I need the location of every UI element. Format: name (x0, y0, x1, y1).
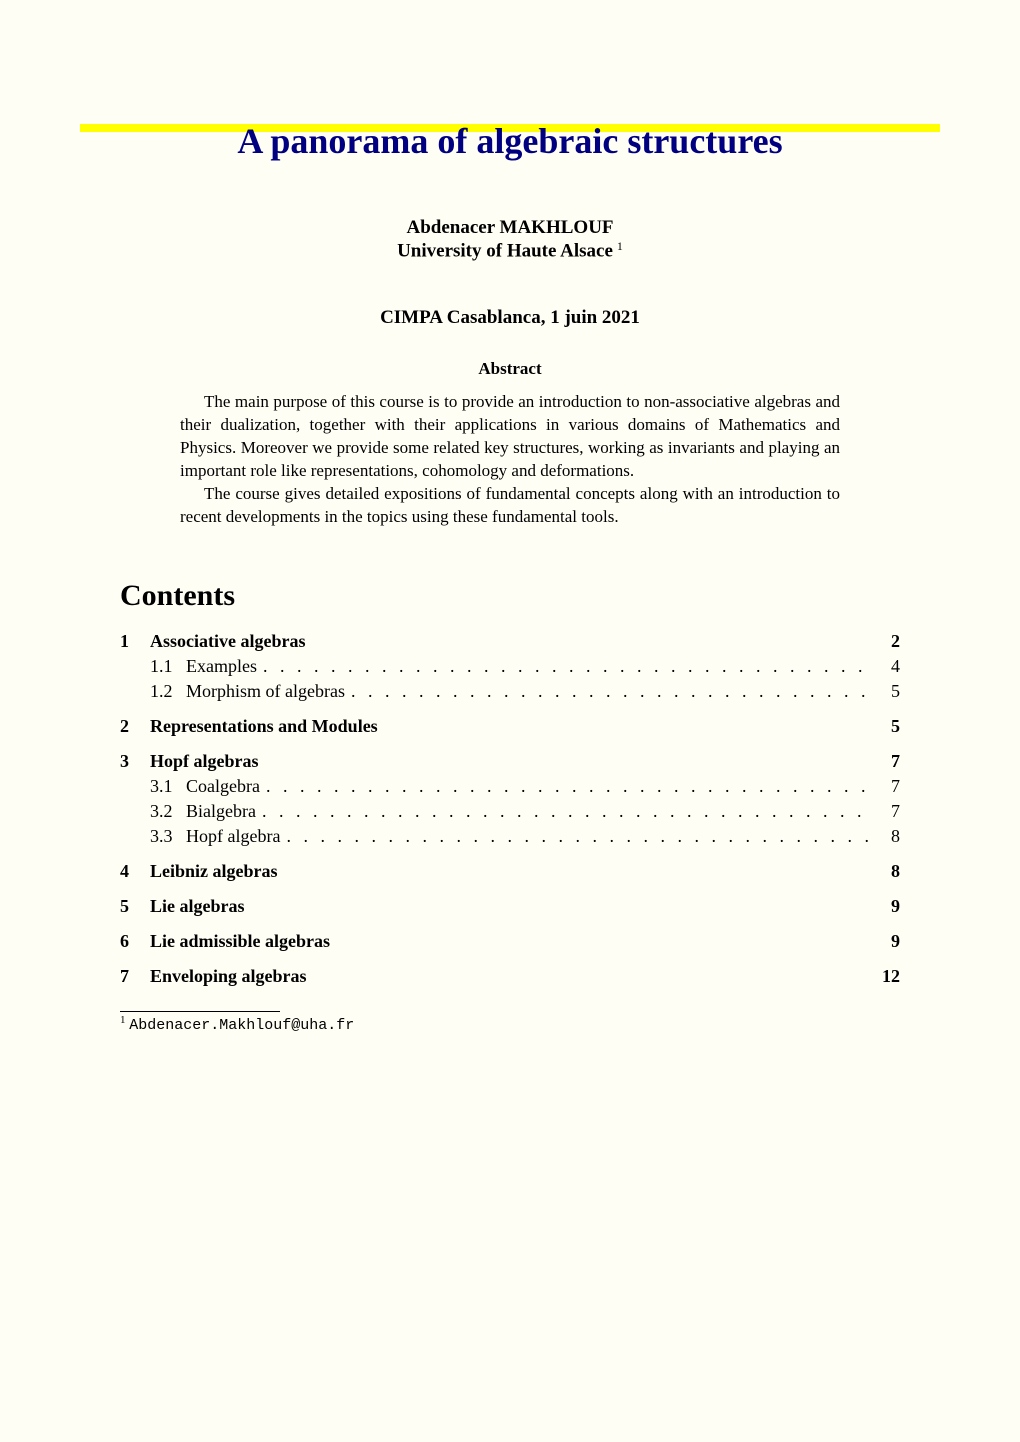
toc-sub-row: 1.1 Examples 4 (120, 656, 900, 677)
toc-section-num: 1 (120, 631, 150, 652)
author-name: Abdenacer MAKHLOUF (120, 217, 900, 239)
affiliation: University of Haute Alsace (397, 240, 613, 261)
toc-section-num: 3 (120, 751, 150, 772)
toc-section-row: 7 Enveloping algebras 12 (120, 966, 900, 987)
toc-section-page: 9 (872, 896, 900, 917)
toc-sub-page: 7 (872, 801, 900, 822)
toc-section-label: Lie admissible algebras (150, 931, 330, 952)
toc-section-row: 2 Representations and Modules 5 (120, 716, 900, 737)
toc-sub-label: Examples (186, 656, 257, 677)
footnote: 1 Abdenacer.Makhlouf@uha.fr (120, 1014, 900, 1034)
page: A panorama of algebraic structures Abden… (0, 0, 1020, 1094)
document-title: A panorama of algebraic structures (120, 120, 900, 162)
footnote-text: Abdenacer.Makhlouf@uha.fr (129, 1017, 354, 1034)
abstract-heading: Abstract (120, 359, 900, 379)
toc-section-row: 6 Lie admissible algebras 9 (120, 931, 900, 952)
toc-dots (257, 656, 872, 677)
toc-sub-label: Morphism of algebras (186, 681, 345, 702)
footnote-mark: 1 (617, 239, 623, 253)
toc-section-page: 9 (872, 931, 900, 952)
toc-section-page: 7 (872, 751, 900, 772)
toc-dots (280, 826, 872, 847)
toc-sub-row: 3.2 Bialgebra 7 (120, 801, 900, 822)
toc-sub-page: 7 (872, 776, 900, 797)
title-wrap: A panorama of algebraic structures (120, 120, 900, 162)
toc-section-label: Associative algebras (150, 631, 305, 652)
toc-sub-row: 3.1 Coalgebra 7 (120, 776, 900, 797)
toc-section-label: Representations and Modules (150, 716, 378, 737)
toc-sub-label: Bialgebra (186, 801, 256, 822)
toc-dots (256, 801, 872, 822)
affiliation-line: University of Haute Alsace 1 (120, 239, 900, 262)
toc-section-page: 8 (872, 861, 900, 882)
toc-sub-row: 1.2 Morphism of algebras 5 (120, 681, 900, 702)
toc-section-label: Hopf algebras (150, 751, 259, 772)
author-block: Abdenacer MAKHLOUF University of Haute A… (120, 217, 900, 262)
table-of-contents: 1 Associative algebras 2 1.1 Examples 4 … (120, 631, 900, 987)
toc-sub-num: 3.2 (150, 801, 186, 822)
toc-sub-page: 8 (872, 826, 900, 847)
event-line: CIMPA Casablanca, 1 juin 2021 (120, 307, 900, 329)
toc-section-row: 1 Associative algebras 2 (120, 631, 900, 652)
toc-section-num: 6 (120, 931, 150, 952)
toc-section-page: 2 (872, 631, 900, 652)
toc-section-row: 5 Lie algebras 9 (120, 896, 900, 917)
toc-section-row: 3 Hopf algebras 7 (120, 751, 900, 772)
toc-section-label: Lie algebras (150, 896, 245, 917)
toc-section-label: Leibniz algebras (150, 861, 278, 882)
abstract-paragraph: The main purpose of this course is to pr… (180, 391, 840, 483)
toc-sub-label: Hopf algebra (186, 826, 280, 847)
toc-sub-page: 5 (872, 681, 900, 702)
abstract-body: The main purpose of this course is to pr… (180, 391, 840, 529)
contents-heading: Contents (120, 579, 900, 613)
footnote-number: 1 (120, 1014, 126, 1026)
toc-sub-num: 3.1 (150, 776, 186, 797)
toc-section-num: 2 (120, 716, 150, 737)
toc-section-num: 7 (120, 966, 150, 987)
abstract-paragraph: The course gives detailed expositions of… (180, 483, 840, 529)
toc-sub-row: 3.3 Hopf algebra 8 (120, 826, 900, 847)
toc-section-num: 5 (120, 896, 150, 917)
footnote-rule (120, 1011, 280, 1012)
toc-section-row: 4 Leibniz algebras 8 (120, 861, 900, 882)
toc-dots (345, 681, 872, 702)
toc-sub-num: 1.1 (150, 656, 186, 677)
toc-section-label: Enveloping algebras (150, 966, 307, 987)
toc-dots (260, 776, 872, 797)
toc-section-num: 4 (120, 861, 150, 882)
toc-sub-num: 1.2 (150, 681, 186, 702)
toc-section-page: 12 (872, 966, 900, 987)
toc-sub-num: 3.3 (150, 826, 186, 847)
toc-sub-page: 4 (872, 656, 900, 677)
toc-section-page: 5 (872, 716, 900, 737)
toc-sub-label: Coalgebra (186, 776, 260, 797)
